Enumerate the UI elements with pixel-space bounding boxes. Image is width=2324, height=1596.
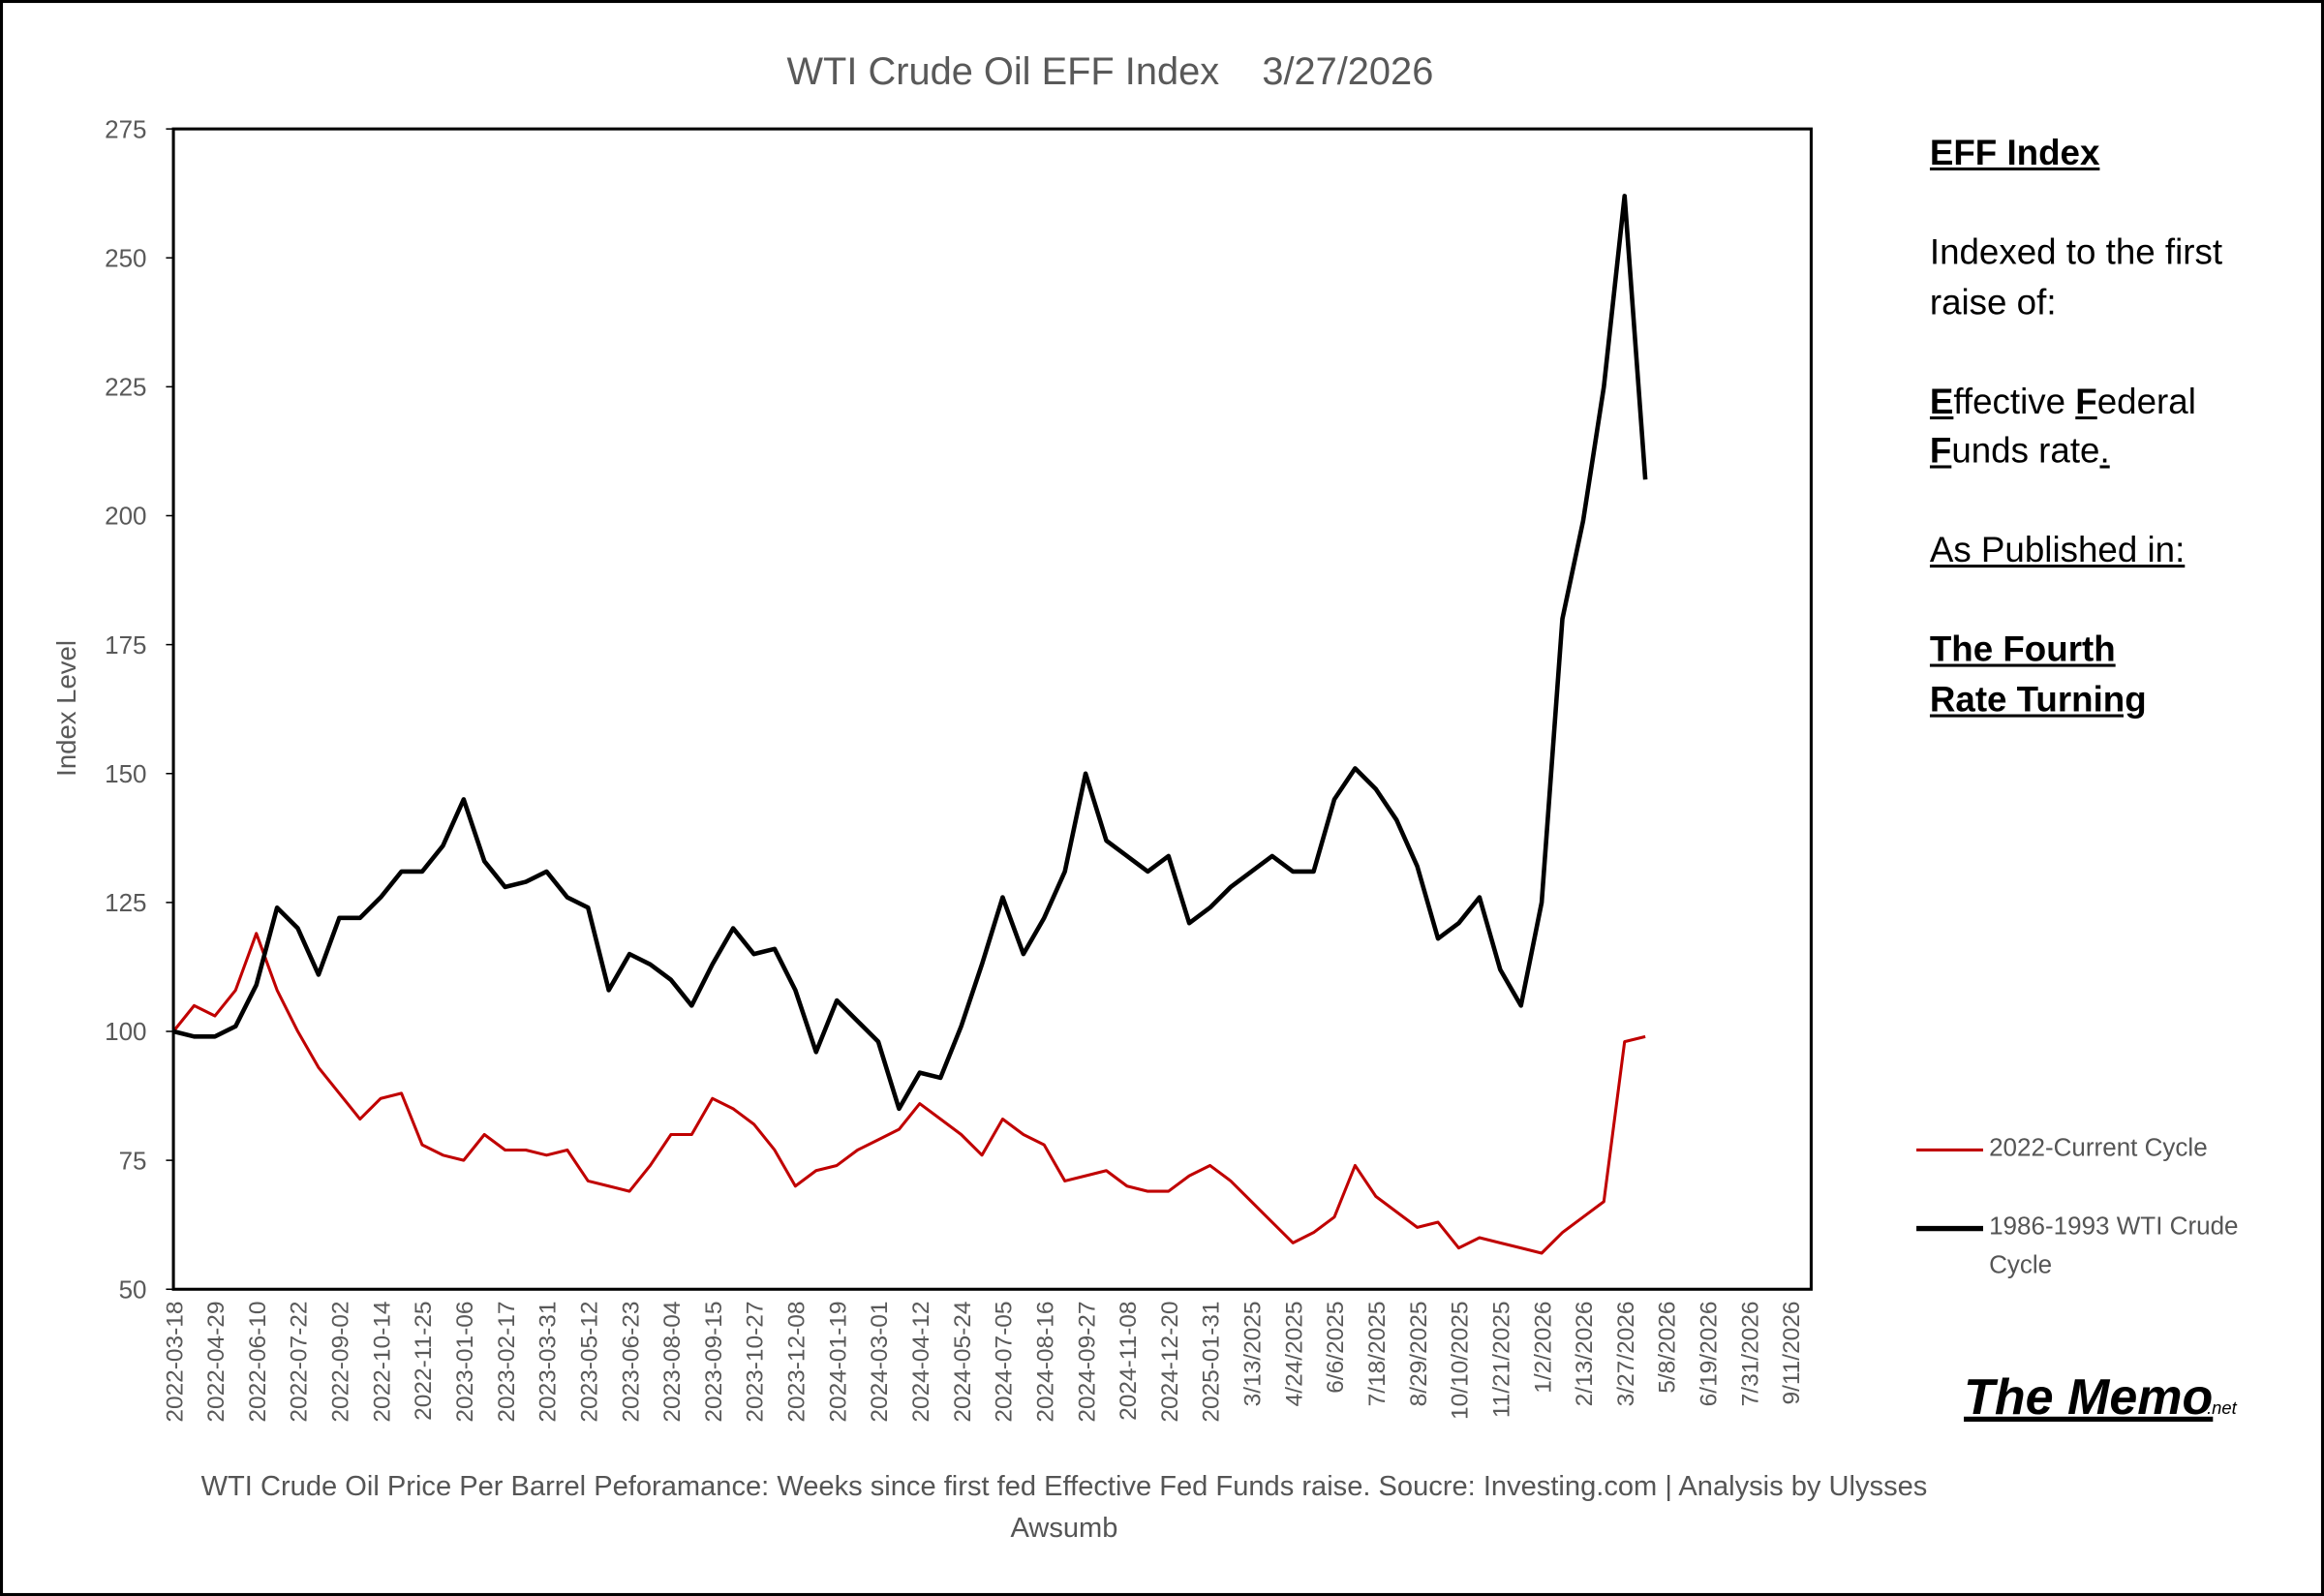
x-tick-label: 2/13/2026 <box>1572 1301 1598 1406</box>
sidebar-part: F <box>1929 431 1952 472</box>
x-tick-label: 2025-01-31 <box>1199 1301 1225 1422</box>
y-tick-label: 275 <box>105 114 146 143</box>
x-tick-label: 3/27/2026 <box>1613 1301 1639 1406</box>
y-tick-label: 125 <box>105 888 146 917</box>
y-tick-label: 200 <box>105 502 146 531</box>
y-tick-label: 225 <box>105 373 146 402</box>
x-tick-label: 4/24/2025 <box>1281 1301 1307 1406</box>
x-tick-label: 2022-07-22 <box>287 1301 313 1422</box>
x-tick-label: 2022-09-02 <box>328 1301 354 1422</box>
legend-label: 2022-Current Cycle <box>1989 1133 2208 1162</box>
x-tick-label: 2024-05-24 <box>950 1301 976 1422</box>
x-tick-label: 2024-09-27 <box>1074 1301 1100 1422</box>
sidebar-part: F <box>2075 382 2097 422</box>
sidebar-part: ederal <box>2096 382 2196 422</box>
x-tick-label: 2024-03-01 <box>867 1301 893 1422</box>
x-tick-label: 2024-07-05 <box>992 1301 1018 1422</box>
x-tick-label: 5/8/2026 <box>1655 1301 1681 1393</box>
x-tick-label: 6/6/2025 <box>1323 1301 1349 1393</box>
series-line <box>172 194 1648 1112</box>
y-tick-label: 75 <box>119 1146 147 1175</box>
x-tick-label: 2024-01-19 <box>825 1301 851 1422</box>
x-tick-label: 7/31/2026 <box>1737 1301 1763 1406</box>
sidebar-text: EFF Index Indexed to the first raise of:… <box>1930 129 2285 724</box>
x-tick-label: 9/11/2026 <box>1779 1301 1805 1404</box>
x-tick-label: 2022-03-18 <box>162 1301 188 1422</box>
x-tick-label: 10/10/2025 <box>1448 1301 1474 1419</box>
sidebar-line: The Fourth Rate Turning <box>1929 629 2147 720</box>
x-tick-label: 2023-05-12 <box>576 1301 602 1422</box>
sidebar-line: As Published in: <box>1929 530 2186 571</box>
x-tick-label: 2023-08-04 <box>659 1301 686 1422</box>
y-tick-label: 175 <box>105 630 146 660</box>
x-tick-label: 2023-03-31 <box>535 1301 562 1422</box>
caption: WTI Crude Oil Price Per Barrel Peforaman… <box>200 1471 1928 1545</box>
plot-area: 50 75 100 125 150 175 200 225 250 275 2022-03-18 20… <box>105 114 1805 1422</box>
logo: The Memo <box>1964 1369 2213 1426</box>
x-tick-label: 2023-12-08 <box>784 1301 810 1422</box>
y-tick-label: 250 <box>105 243 146 272</box>
y-axis-label: Index Level <box>51 640 81 777</box>
x-tick-label: 2024-11-08 <box>1116 1301 1142 1420</box>
x-tick-label: 11/21/2025 <box>1488 1301 1514 1418</box>
sidebar-part: . <box>2099 431 2110 472</box>
caption-box: WTI Crude Oil Price Per Barrel Peforaman… <box>200 1471 1928 1545</box>
x-tick-label: 2023-09-15 <box>701 1301 727 1422</box>
sidebar-part: unds rate <box>1951 431 2100 472</box>
legend-entry-box: 1986-1993 WTI Crude Cycle <box>1989 1212 2239 1279</box>
y-tick-label: 100 <box>105 1017 146 1046</box>
logo-suffix: .net <box>2207 1397 2238 1418</box>
sidebar-line: Indexed to the first raise of: <box>1929 232 2223 322</box>
sidebar-part: E <box>1929 382 1954 422</box>
sidebar-heading: EFF Index <box>1929 133 2100 174</box>
x-tick-label: 7/18/2025 <box>1364 1301 1391 1406</box>
series-line <box>171 932 1646 1255</box>
legend-entry-box: 2022-Current Cycle <box>1989 1133 2208 1162</box>
legend-label: 1986-1993 WTI Crude Cycle <box>1989 1212 2239 1279</box>
sidebar: EFF Index Indexed to the first raise of:… <box>1930 129 2285 724</box>
chart-title: WTI Crude Oil EFF Index 3/27/2026 <box>787 50 1434 93</box>
x-tick-label: 2023-02-17 <box>494 1301 520 1422</box>
x-tick-label: 1/2/2026 <box>1530 1301 1556 1393</box>
x-tick-label: 2023-01-06 <box>452 1301 478 1422</box>
x-tick-label: 2024-04-12 <box>908 1301 934 1422</box>
x-tick-label: 2022-10-14 <box>369 1301 395 1422</box>
x-tick-label: 8/29/2025 <box>1406 1301 1432 1406</box>
x-tick-label: 2023-10-27 <box>743 1301 769 1422</box>
x-tick-label: 2024-08-16 <box>1032 1301 1058 1422</box>
y-tick-label: 50 <box>119 1274 147 1304</box>
legend: 2022-Current Cycle 1986-1993 WTI Crude Cy… <box>1916 1133 2239 1279</box>
x-tick-label: 2022-11-25 <box>411 1301 437 1420</box>
x-tick-label: 2023-06-23 <box>618 1301 644 1422</box>
plot-border <box>171 127 1813 1291</box>
x-tick-label: 2024-12-20 <box>1157 1301 1183 1422</box>
x-tick-label: 2022-06-10 <box>245 1301 271 1422</box>
x-tick-label: 6/19/2026 <box>1697 1301 1723 1406</box>
x-tick-label: 2022-04-29 <box>203 1301 229 1422</box>
y-tick-label: 150 <box>105 759 146 788</box>
sidebar-part: ffective <box>1953 382 2076 422</box>
x-tick-label: 3/13/2025 <box>1240 1301 1267 1406</box>
